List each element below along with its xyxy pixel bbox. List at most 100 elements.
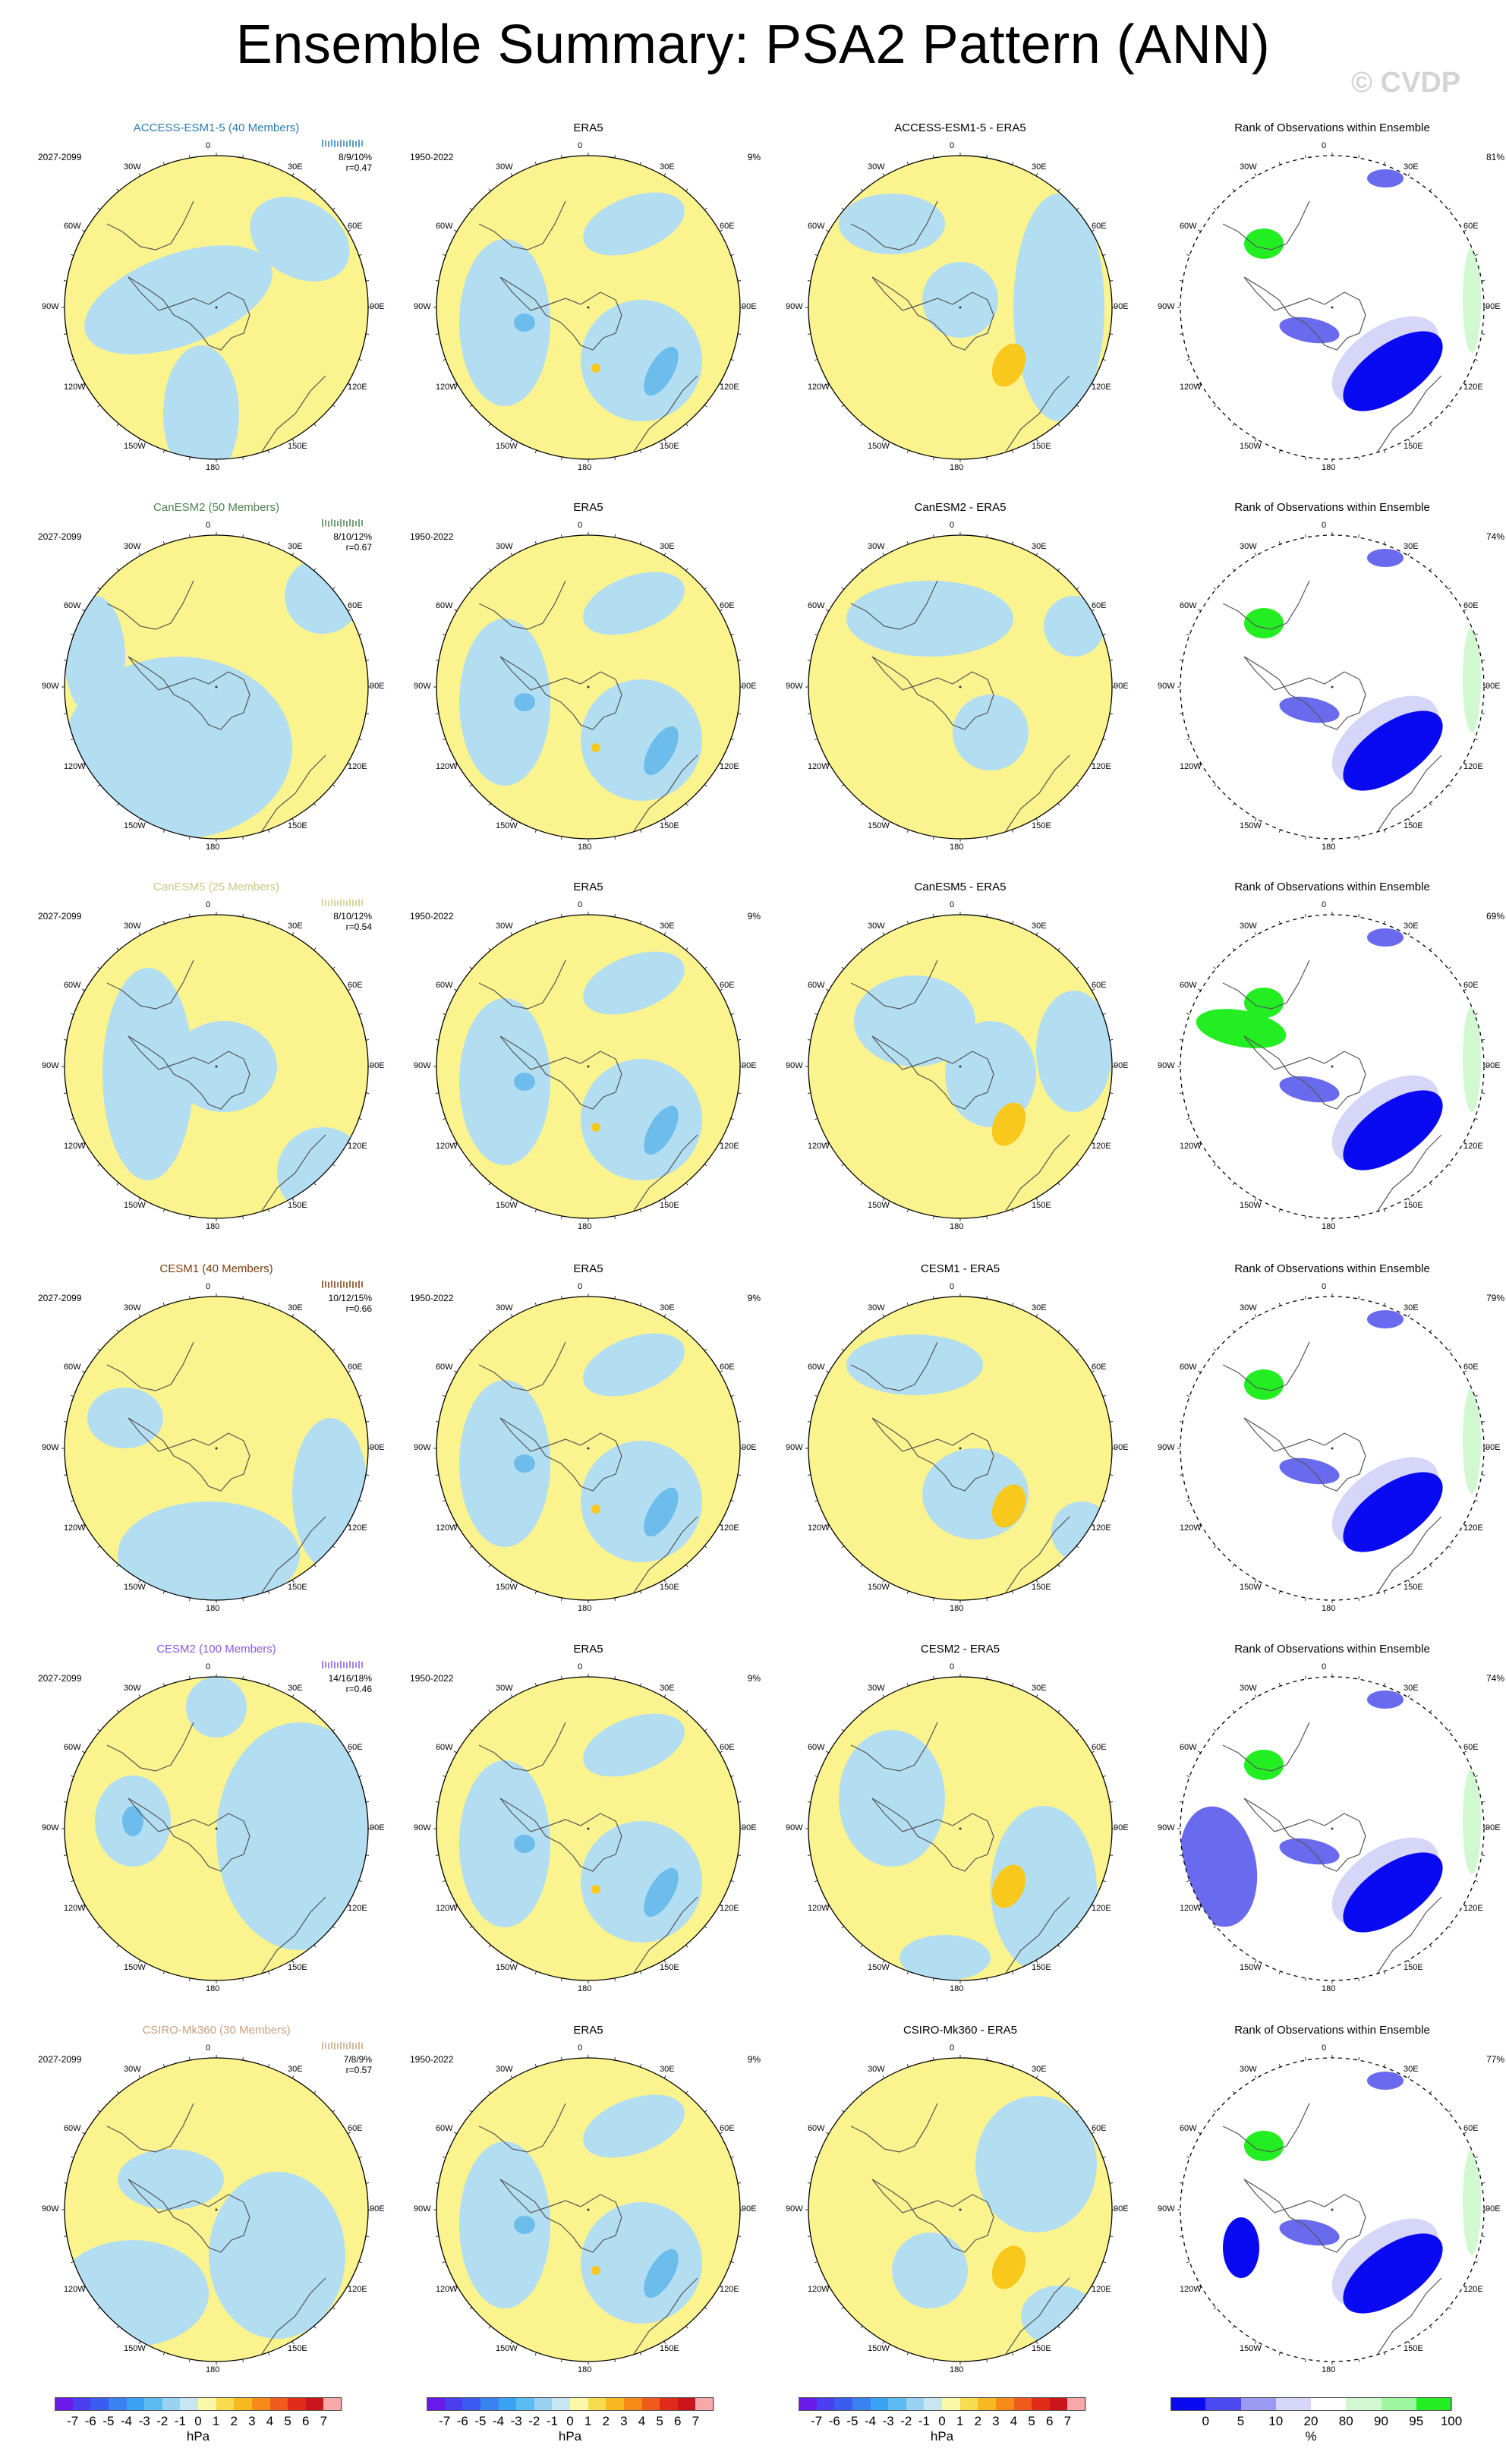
longitude-label: 60E (348, 1743, 363, 1752)
longitude-label: 90W (786, 682, 803, 691)
longitude-label: 150W (124, 441, 146, 451)
colorbar-swatch (72, 2397, 91, 2411)
obs-pct: 9% (747, 1293, 761, 1303)
rank-panel-title: Rank of Observations within Ensemble (1234, 2024, 1430, 2037)
neg-region-1 (839, 194, 945, 254)
south-america-coastline (106, 1341, 194, 1391)
longitude-label: 150E (1404, 441, 1423, 451)
colorbar-swatch (534, 2397, 553, 2411)
south-america-coastline (1222, 2103, 1310, 2153)
longitude-label: 0 (950, 2043, 955, 2053)
longitude-label: 150E (1032, 1962, 1051, 1972)
longitude-label: 30W (124, 1303, 141, 1313)
colorbar-tick-label: 0 (566, 2414, 574, 2428)
longitude-label: 90W (414, 1443, 431, 1452)
longitude-label: 0 (206, 141, 211, 150)
polar-stereo-map (805, 532, 1115, 842)
longitude-label: 60W (1179, 1743, 1197, 1752)
neg-region-0 (459, 239, 550, 406)
diff-panel-row-4: CESM1 - ERA5 0 30E 60E 90E 120E 150E 180 150W 120… (774, 1262, 1146, 1642)
longitude-label: 60E (1463, 1363, 1479, 1372)
rank-field (1180, 535, 1484, 839)
colorbar-swatch (660, 2397, 679, 2411)
longitude-label: 120W (807, 1142, 830, 1151)
longitude-label: 30W (868, 162, 885, 172)
rank-low-mid-top (1367, 549, 1404, 567)
longitude-label: 120W (435, 1523, 458, 1533)
longitude-label: 60W (807, 1743, 825, 1752)
australia-coastline (1005, 1896, 1070, 1974)
longitude-label: 30W (496, 542, 513, 552)
longitude-label: 30W (868, 1303, 885, 1313)
model-panel-row-3: CanESM5 (25 Members) 0 30E 60E 90E 120E 150E 18… (30, 881, 402, 1260)
rank-pct: 81% (1486, 152, 1504, 162)
colorbar-tick-label: -2 (156, 2414, 169, 2428)
longitude-label: 150W (496, 441, 518, 451)
colorbar-swatch (198, 2397, 217, 2411)
neg-region-2 (118, 2149, 224, 2210)
antarctica-coastline (128, 1417, 250, 1492)
antarctica-coastline (1243, 2179, 1366, 2253)
colorbar-tick-label: -1 (546, 2414, 558, 2428)
polar-stereo-map (433, 1293, 743, 1603)
antarctica-coastline (128, 656, 250, 730)
longitude-label: 120W (63, 762, 86, 771)
longitude-label: 180 (1322, 463, 1336, 472)
rank-map (1177, 912, 1487, 1221)
neg-region-1 (581, 1441, 702, 1562)
colorbar-swatch (516, 2397, 535, 2411)
colorbar-swatch (480, 2397, 499, 2411)
colorbar-hpa-model: -7 -6 -5 -4 -3 -2 -1 0 1 2 3 4 5 6 7 hPa (55, 2397, 342, 2444)
longitude-label: 60W (435, 981, 453, 990)
colorbar-tick-label: 5 (656, 2414, 663, 2428)
colorbar-units: hPa (558, 2429, 582, 2444)
colorbar-tick-label: 6 (1046, 2414, 1054, 2428)
model-panel-row-2: CanESM2 (50 Members) 0 30E 60E 90E 120E 150E 18… (30, 501, 402, 881)
colorbar-tick-label: 0 (938, 2414, 946, 2428)
longitude-label: 150E (1032, 1200, 1051, 1210)
longitude-label: 0 (1322, 1662, 1327, 1672)
longitude-label: 60W (435, 222, 453, 231)
colorbar-swatch (1013, 2397, 1032, 2411)
colorbar-tick-label: -2 (900, 2414, 912, 2428)
longitude-label: 120E (720, 1904, 739, 1913)
longitude-label: 90W (1158, 1061, 1175, 1070)
obs-years: 1950-2022 (410, 1293, 454, 1303)
colorbar-swatch (834, 2397, 853, 2411)
longitude-label: 30E (1032, 1684, 1047, 1694)
colorbar-tick-label: 3 (620, 2414, 628, 2428)
colorbar-swatch (588, 2397, 606, 2411)
longitude-label: 90W (42, 2204, 59, 2214)
diff-panel-title: ACCESS-ESM1-5 - ERA5 (894, 121, 1026, 134)
longitude-label: 90W (42, 1443, 59, 1452)
slp-anomaly-field (436, 156, 740, 459)
cvdp-watermark: © CVDP (1351, 67, 1461, 99)
obs-years: 1950-2022 (410, 531, 454, 542)
longitude-label: 180 (950, 463, 964, 472)
slp-anomaly-field (808, 1297, 1112, 1600)
antarctica-coastline (499, 276, 622, 351)
rank-high-light-right (1463, 247, 1481, 353)
pos-core (591, 2266, 600, 2275)
antarctica-coastline (128, 1798, 250, 1872)
neg-region-0 (846, 1334, 983, 1395)
model-pattern-corr: r=0.46 (345, 1684, 372, 1694)
neg-core (644, 1105, 679, 1155)
longitude-label: 90E (742, 302, 757, 311)
longitude-label: 0 (1322, 2043, 1327, 2053)
longitude-label: 30E (1404, 542, 1419, 552)
australia-coastline (261, 755, 326, 832)
rank-field (1180, 2058, 1484, 2362)
longitude-label: 180 (578, 1604, 592, 1613)
neg-core-2 (514, 1835, 535, 1853)
obs-years: 1950-2022 (410, 911, 454, 922)
longitude-label: 120E (348, 1904, 367, 1913)
south-america-coastline (850, 580, 938, 630)
longitude-label: 180 (950, 843, 964, 852)
colorbar-tick-label: -4 (864, 2414, 877, 2428)
model-panel-row-6: CSIRO-Mk360 (30 Members) 0 30E 60E 90E 120E 15… (30, 2024, 402, 2403)
model-years: 2027-2099 (38, 1673, 82, 1684)
south-america-coastline (106, 1722, 194, 1772)
longitude-label: 90W (1158, 2204, 1175, 2214)
model-years: 2027-2099 (38, 1293, 82, 1303)
